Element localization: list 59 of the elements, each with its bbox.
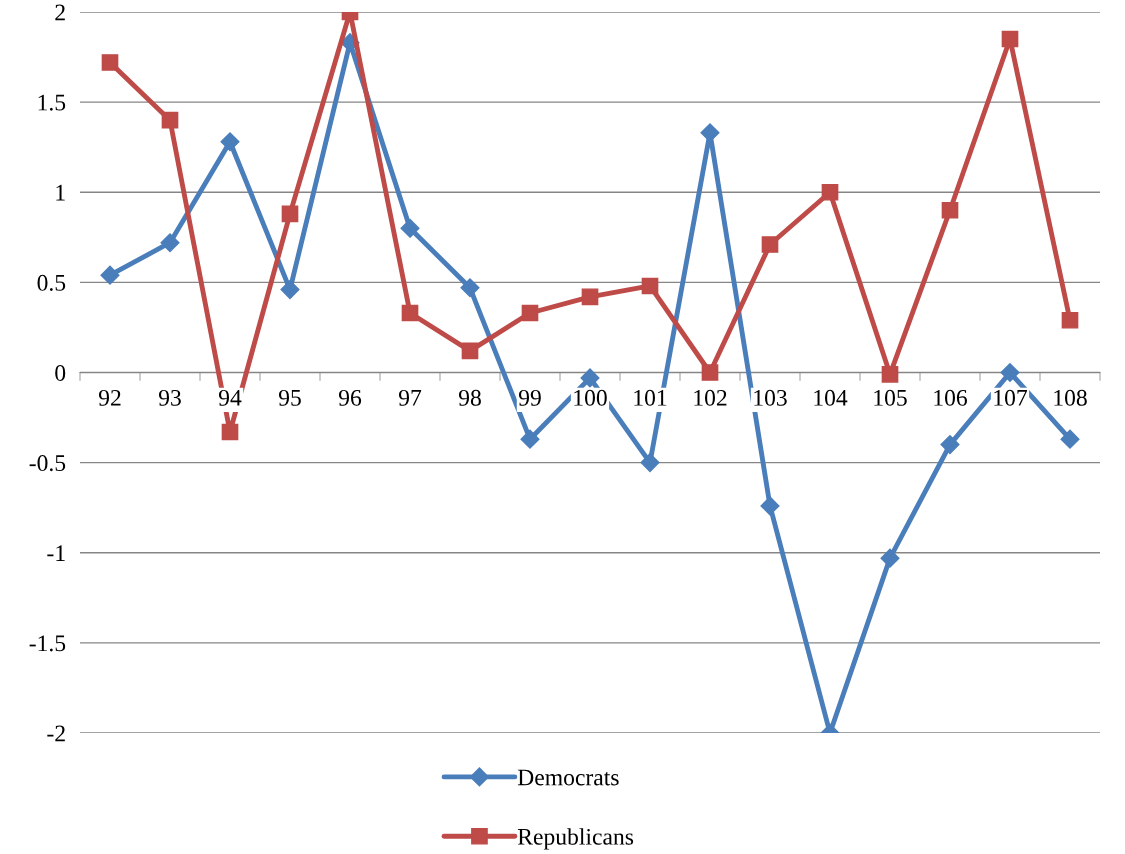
point (160, 233, 180, 253)
legend-label: Democrats (517, 769, 619, 786)
point (701, 364, 719, 381)
point (401, 304, 419, 322)
point (761, 236, 779, 253)
y-tick-label: 0 (55, 364, 66, 381)
y-tick-label: 1.5 (38, 94, 66, 111)
y-tick-label: -2 (47, 725, 65, 742)
point (1001, 30, 1019, 48)
point (640, 453, 660, 473)
point (641, 277, 659, 295)
x-tick-label: 95 (278, 389, 301, 406)
point (821, 183, 839, 201)
x-tick-label: 94 (218, 389, 242, 406)
point (1060, 429, 1080, 449)
y-tick-label: -0.5 (29, 455, 66, 472)
x-tick-label: 100 (574, 389, 607, 406)
point (881, 365, 899, 383)
x-tick-label: 104 (814, 389, 848, 406)
x-tick-label: 101 (634, 389, 667, 406)
point (280, 280, 300, 300)
x-tick-label: 108 (1054, 389, 1087, 406)
x-tick-label: 106 (934, 389, 967, 406)
y-tick-label: 2 (55, 4, 65, 21)
x-tick-label: 96 (338, 389, 362, 406)
x-tick-label: 107 (994, 389, 1028, 406)
point (581, 288, 599, 306)
y-tick-label: -1.5 (29, 635, 66, 652)
point (460, 278, 480, 298)
x-tick-label: 102 (694, 389, 727, 406)
point (220, 132, 240, 152)
x-tick-label: 98 (458, 389, 481, 406)
x-tick-label: 92 (98, 389, 121, 406)
point (520, 429, 540, 449)
y-tick-label: 0.5 (37, 274, 66, 291)
point (940, 435, 960, 455)
point (880, 548, 900, 568)
point (400, 218, 420, 238)
point (101, 54, 119, 71)
point (941, 201, 959, 219)
point (760, 496, 780, 516)
point (461, 342, 479, 360)
point (100, 265, 120, 285)
x-tick-label: 103 (754, 389, 787, 406)
point (700, 123, 720, 143)
point (1061, 311, 1079, 329)
point (580, 368, 600, 388)
x-tick-label: 93 (158, 389, 181, 406)
point (221, 423, 239, 441)
point (1000, 362, 1020, 383)
y-tick-label: -1 (47, 545, 65, 561)
x-tick-label: 105 (874, 389, 907, 406)
point (521, 304, 539, 322)
legend-label: Republicans (517, 828, 634, 850)
point (161, 111, 179, 129)
point (281, 205, 299, 223)
x-tick-label: 97 (398, 389, 422, 406)
x-tick-label: 99 (518, 389, 541, 406)
y-tick-label: 1 (56, 184, 65, 201)
